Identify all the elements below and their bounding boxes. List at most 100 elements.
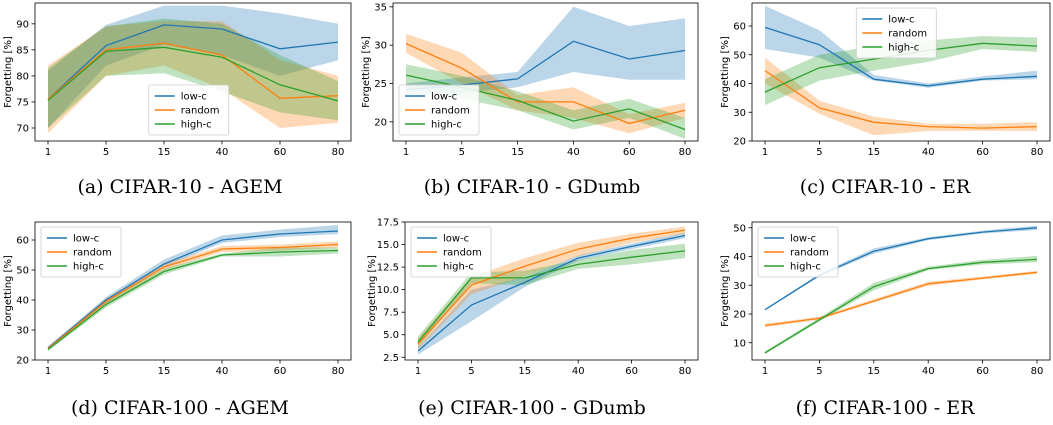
plot-frame — [751, 221, 1051, 361]
x-tick-label: 40 — [216, 147, 229, 158]
y-axis-label: Forgetting [%] — [361, 36, 372, 108]
y-tick-label: 30 — [733, 108, 746, 119]
y-axis-label: Forgetting [%] — [3, 255, 14, 327]
legend: low-c random high-c — [148, 84, 230, 136]
x-tick-label: 60 — [976, 147, 989, 158]
chart-e: 1 5 15 40 60 802.55.07.510.012.515.017.5Forge… — [367, 218, 699, 419]
x-tick-label: 1 — [762, 366, 768, 377]
y-tick-label: 20 — [733, 137, 746, 148]
plot-frame — [404, 221, 699, 361]
line-low-c — [47, 24, 339, 100]
x-tick-label: 5 — [103, 366, 109, 377]
y-axis-label: Forgetting [%] — [720, 36, 731, 108]
line-random — [47, 243, 339, 350]
y-tick-label: 75 — [16, 97, 29, 108]
plot-frame — [751, 2, 1051, 142]
x-tick-label: 40 — [922, 147, 935, 158]
legend-label-random: random — [443, 248, 482, 259]
legend-label-high-c: high-c — [888, 43, 919, 54]
line-random — [47, 42, 339, 100]
x-tick-label: 60 — [274, 366, 287, 377]
x-tick-label: 40 — [216, 366, 229, 377]
panel-caption: (e) CIFAR-100 - GDumb — [418, 397, 646, 419]
x-tick-label: 15 — [158, 147, 171, 158]
y-tick-label: 15.0 — [377, 240, 399, 251]
line-random — [405, 43, 686, 125]
band-random — [765, 270, 1037, 328]
line-low-c — [764, 26, 1038, 87]
x-tick-label: 1 — [45, 366, 51, 377]
plot-frame — [34, 221, 352, 361]
x-tick-label: 5 — [468, 366, 474, 377]
x-tick-label: 80 — [332, 147, 345, 158]
y-tick-label: 40 — [733, 79, 746, 90]
panel-caption: (b) CIFAR-10 - GDumb — [424, 176, 641, 198]
y-tick-label: 70 — [16, 123, 29, 134]
x-tick-label: 80 — [1031, 366, 1044, 377]
legend: low-c random high-c — [398, 84, 480, 136]
x-tick-label: 5 — [816, 147, 822, 158]
legend-label-high-c: high-c — [443, 262, 474, 273]
plot-frame — [392, 2, 699, 142]
y-tick-label: 10 — [733, 338, 746, 349]
line-random — [417, 229, 686, 345]
line-high-c — [47, 249, 339, 351]
y-tick-label: 30 — [374, 41, 387, 52]
legend-label-random: random — [888, 29, 927, 40]
line-random — [764, 271, 1038, 327]
y-tick-label: 17.5 — [377, 218, 399, 229]
legend-label-low-c: low-c — [888, 15, 914, 26]
x-tick-label: 80 — [679, 147, 692, 158]
legend: low-c random high-c — [757, 226, 839, 278]
legend-box — [398, 84, 480, 136]
y-tick-label: 20 — [374, 117, 387, 128]
x-tick-label: 80 — [332, 366, 345, 377]
panel-caption: (a) CIFAR-10 - AGEM — [77, 176, 282, 198]
y-tick-label: 40 — [733, 252, 746, 263]
x-tick-label: 1 — [415, 366, 421, 377]
legend: low-c random high-c — [855, 7, 937, 59]
y-tick-label: 30 — [16, 326, 29, 337]
x-tick-label: 60 — [976, 366, 989, 377]
x-tick-label: 40 — [567, 147, 580, 158]
y-tick-label: 40 — [16, 296, 29, 307]
y-tick-label: 25 — [374, 79, 387, 90]
line-low-c — [764, 227, 1038, 311]
x-tick-label: 40 — [572, 366, 585, 377]
band-high-c — [765, 255, 1037, 355]
legend-label-low-c: low-c — [790, 234, 816, 245]
legend-label-random: random — [790, 248, 829, 259]
x-tick-label: 15 — [518, 366, 531, 377]
legend: low-c random high-c — [410, 226, 492, 278]
band-random — [48, 21, 338, 134]
x-tick-label: 60 — [623, 147, 636, 158]
x-tick-label: 80 — [1031, 147, 1044, 158]
band-low-c — [406, 6, 685, 95]
x-tick-label: 5 — [459, 147, 465, 158]
y-tick-label: 90 — [16, 19, 29, 30]
line-high-c — [47, 46, 339, 102]
line-low-c — [417, 234, 686, 352]
band-low-c — [765, 5, 1037, 88]
y-axis-label: Forgetting [%] — [3, 36, 14, 108]
band-random — [406, 33, 685, 134]
y-tick-label: 50 — [733, 223, 746, 234]
y-tick-label: 10.0 — [377, 285, 399, 296]
band-high-c — [48, 18, 338, 129]
x-tick-label: 1 — [45, 147, 51, 158]
y-tick-label: 35 — [374, 2, 387, 13]
x-tick-label: 1 — [403, 147, 409, 158]
legend-label-random: random — [181, 106, 220, 117]
legend-label-high-c: high-c — [181, 120, 212, 131]
x-tick-label: 1 — [762, 147, 768, 158]
y-tick-label: 20 — [16, 356, 29, 367]
legend-label-high-c: high-c — [790, 262, 821, 273]
legend-box — [410, 226, 492, 278]
legend-label-high-c: high-c — [73, 262, 104, 273]
y-tick-label: 50 — [733, 50, 746, 61]
line-high-c — [417, 250, 686, 343]
y-tick-label: 20 — [733, 310, 746, 321]
y-axis-label: Forgetting [%] — [367, 255, 378, 327]
